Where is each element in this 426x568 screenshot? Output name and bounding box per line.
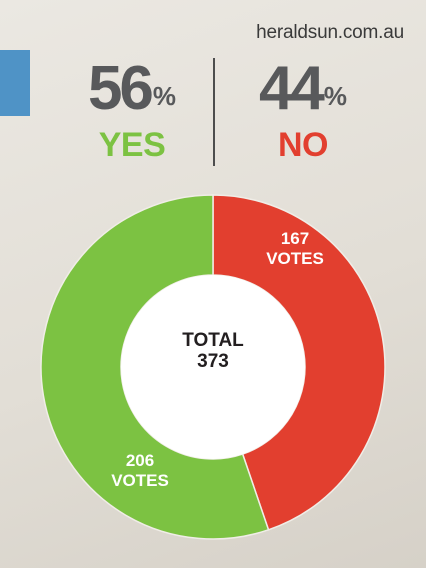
blue-accent-tab (0, 50, 30, 116)
no-result: 44% NO (243, 58, 363, 164)
yes-votes-count: 206 (125, 451, 155, 470)
total-label: TOTAL (182, 330, 244, 351)
results-divider (213, 58, 215, 166)
yes-percent-value: 56 (87, 54, 154, 123)
yes-votes-label: 206 VOTES (90, 451, 190, 491)
donut-center-total: TOTAL 373 (153, 330, 273, 372)
no-votes-unit: VOTES (266, 249, 324, 268)
no-percent: 44% (243, 58, 363, 120)
yes-percent: 56% (72, 58, 192, 120)
source-url: heraldsun.com.au (256, 22, 404, 43)
donut-hole (121, 275, 305, 459)
no-label: NO (278, 126, 329, 164)
yes-result: 56% YES (72, 58, 192, 164)
yes-percent-sign: % (152, 81, 177, 111)
yes-votes-unit: VOTES (111, 471, 169, 490)
total-value: 373 (197, 351, 229, 372)
no-votes-count: 167 (280, 229, 310, 248)
yes-label: YES (98, 126, 166, 164)
no-percent-sign: % (323, 81, 348, 111)
no-votes-label: 167 VOTES (245, 229, 345, 269)
no-percent-value: 44 (258, 54, 325, 123)
